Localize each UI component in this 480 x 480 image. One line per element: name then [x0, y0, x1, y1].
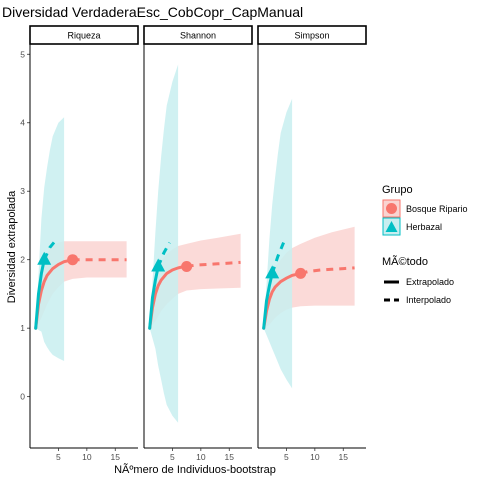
y-axis-title: Diversidad extrapolada: [6, 190, 18, 303]
x-axis-title: NÃºmero de Individuos-bootstrap: [114, 463, 276, 476]
y-tick-label: 5: [20, 49, 25, 59]
point-circle-bosque-ripario: [67, 254, 79, 266]
x-tick-label: 15: [111, 452, 121, 462]
x-tick-label: 10: [82, 452, 92, 462]
y-tick-label: 1: [20, 323, 25, 333]
facet-strip: [143, 25, 253, 45]
point-triangle-herbazal: [151, 258, 166, 272]
point-triangle-herbazal: [37, 251, 52, 265]
facet-strip-label: Riqueza: [67, 31, 100, 41]
x-tick-label: 15: [339, 452, 349, 462]
legend-label-herbazal: Herbazal: [406, 222, 442, 232]
facet-strip: [257, 25, 367, 45]
legend-label-bosque-ripario: Bosque Ripario: [406, 204, 468, 214]
legend-item-interpolado: Interpolado: [384, 295, 451, 305]
x-tick-label: 15: [225, 452, 235, 462]
y-tick-label: 3: [20, 186, 25, 196]
facet-strip-label: Shannon: [180, 31, 216, 41]
y-tick-label: 2: [20, 255, 25, 265]
facet-strip: [29, 25, 139, 45]
legend: Grupo Bosque Ripario Herbazal MÃ©todo Ex…: [382, 184, 468, 305]
line-solid-bosque-ripario: [262, 271, 303, 330]
panel-plot-area: [148, 64, 241, 423]
facet-panels: 0 1 2 3 4 5 Riqueza 5 10 15 Shannon 5 10 15 Simpson 5 10…: [20, 25, 367, 462]
y-tick-label: 4: [20, 118, 25, 128]
legend-item-herbazal: Herbazal: [382, 217, 442, 236]
point-circle-bosque-ripario: [181, 261, 193, 273]
facet-simpson: Simpson 5 10 15: [257, 25, 367, 462]
panel-plot-area: [34, 117, 127, 361]
ribbon-herbazal: [35, 117, 65, 361]
ribbon-herbazal: [263, 98, 293, 389]
line-solid-herbazal: [148, 265, 160, 330]
legend-method-title: MÃ©todo: [382, 255, 428, 268]
legend-label-extrapolado: Extrapolado: [406, 277, 454, 287]
chart-title: Diversidad VerdaderaEsc_CobCopr_CapManua…: [2, 4, 303, 20]
line-dashed-herbazal: [156, 241, 171, 268]
line-solid-herbazal: [262, 271, 274, 330]
ribbon-herbazal: [149, 64, 179, 423]
legend-item-extrapolado: Extrapolado: [384, 277, 454, 287]
line-dashed-herbazal: [270, 242, 285, 274]
legend-group-title: Grupo: [382, 184, 413, 196]
line-dashed-bosque-ripario: [300, 266, 355, 275]
line-solid-herbazal: [34, 258, 46, 330]
facet-shannon: Shannon 5 10 15: [143, 25, 253, 462]
line-dashed-bosque-ripario: [186, 260, 241, 268]
legend-item-bosque-ripario: Bosque Ripario: [382, 199, 468, 218]
panel-plot-area: [262, 98, 355, 389]
line-solid-bosque-ripario: [148, 265, 189, 330]
facet-riqueza: Riqueza 5 10 15: [29, 25, 139, 462]
point-triangle-herbazal: [265, 265, 280, 279]
facet-strip-label: Simpson: [294, 31, 329, 41]
x-tick-label: 5: [284, 452, 289, 462]
x-tick-label: 5: [56, 452, 61, 462]
legend-label-interpolado: Interpolado: [406, 295, 451, 305]
y-tick-label: 0: [20, 392, 25, 402]
x-tick-label: 10: [196, 452, 206, 462]
point-circle-bosque-ripario: [295, 267, 307, 279]
legend-triangle-icon: [385, 221, 398, 232]
x-tick-label: 10: [310, 452, 320, 462]
legend-circle-icon: [386, 203, 397, 214]
line-solid-bosque-ripario: [34, 258, 75, 330]
x-tick-label: 5: [170, 452, 175, 462]
